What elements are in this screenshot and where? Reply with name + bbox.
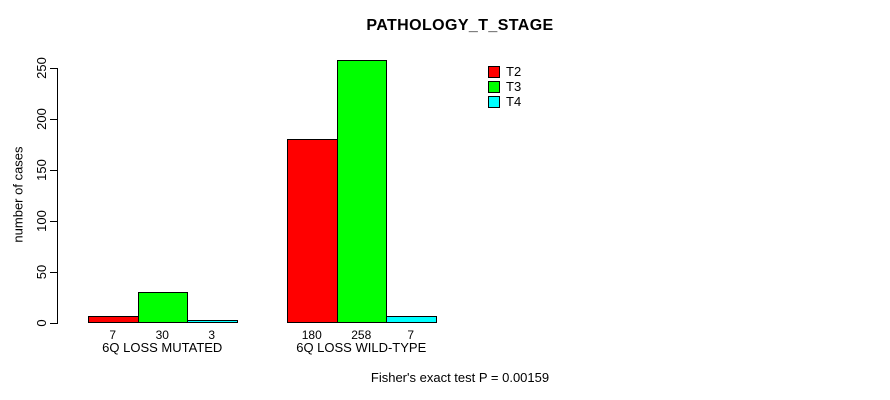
category-label: 6Q LOSS WILD-TYPE [296, 340, 427, 355]
bar-t2-group2 [287, 139, 338, 323]
legend-label: T3 [506, 78, 522, 94]
y-tick [50, 323, 57, 324]
legend-swatch [488, 65, 500, 78]
bar-value-label: 30 [155, 328, 169, 342]
y-tick-label: 250 [34, 57, 49, 79]
legend: T2 T3 T4 [488, 64, 521, 109]
bar-value-label: 3 [208, 328, 216, 342]
y-tick-label: 100 [34, 210, 49, 232]
legend-swatch [488, 95, 500, 108]
chart-title: PATHOLOGY_T_STAGE [366, 17, 554, 34]
legend-item-t4: T4 [488, 94, 521, 109]
legend-label: T2 [506, 63, 522, 79]
bar-t3-group1 [137, 292, 188, 323]
y-tick-label: 0 [34, 319, 49, 327]
legend-item-t3: T3 [488, 79, 521, 94]
bar-value-label: 258 [351, 328, 372, 342]
y-tick [50, 68, 57, 69]
y-tick-label: 200 [34, 108, 49, 130]
y-tick [50, 221, 57, 222]
bar-value-label: 180 [301, 328, 322, 342]
y-axis-title: number of cases [10, 146, 26, 243]
bar-value-label: 7 [407, 328, 415, 342]
bar-t2-group1 [88, 316, 139, 323]
annotation-text: Fisher's exact test P = 0.00159 [370, 370, 550, 385]
bar-t3-group2 [336, 60, 387, 323]
bar-value-label: 7 [109, 328, 117, 342]
legend-swatch [488, 80, 500, 93]
y-tick [50, 170, 57, 171]
y-tick [50, 119, 57, 120]
bar-t4-group2 [386, 316, 437, 323]
y-axis-line [57, 68, 58, 324]
bar-t4-group1 [187, 320, 238, 323]
legend-label: T4 [506, 93, 522, 109]
legend-item-t2: T2 [488, 64, 521, 79]
y-tick-label: 150 [34, 159, 49, 181]
category-label: 6Q LOSS MUTATED [102, 340, 223, 355]
y-tick [50, 272, 57, 273]
y-tick-label: 50 [34, 264, 49, 280]
